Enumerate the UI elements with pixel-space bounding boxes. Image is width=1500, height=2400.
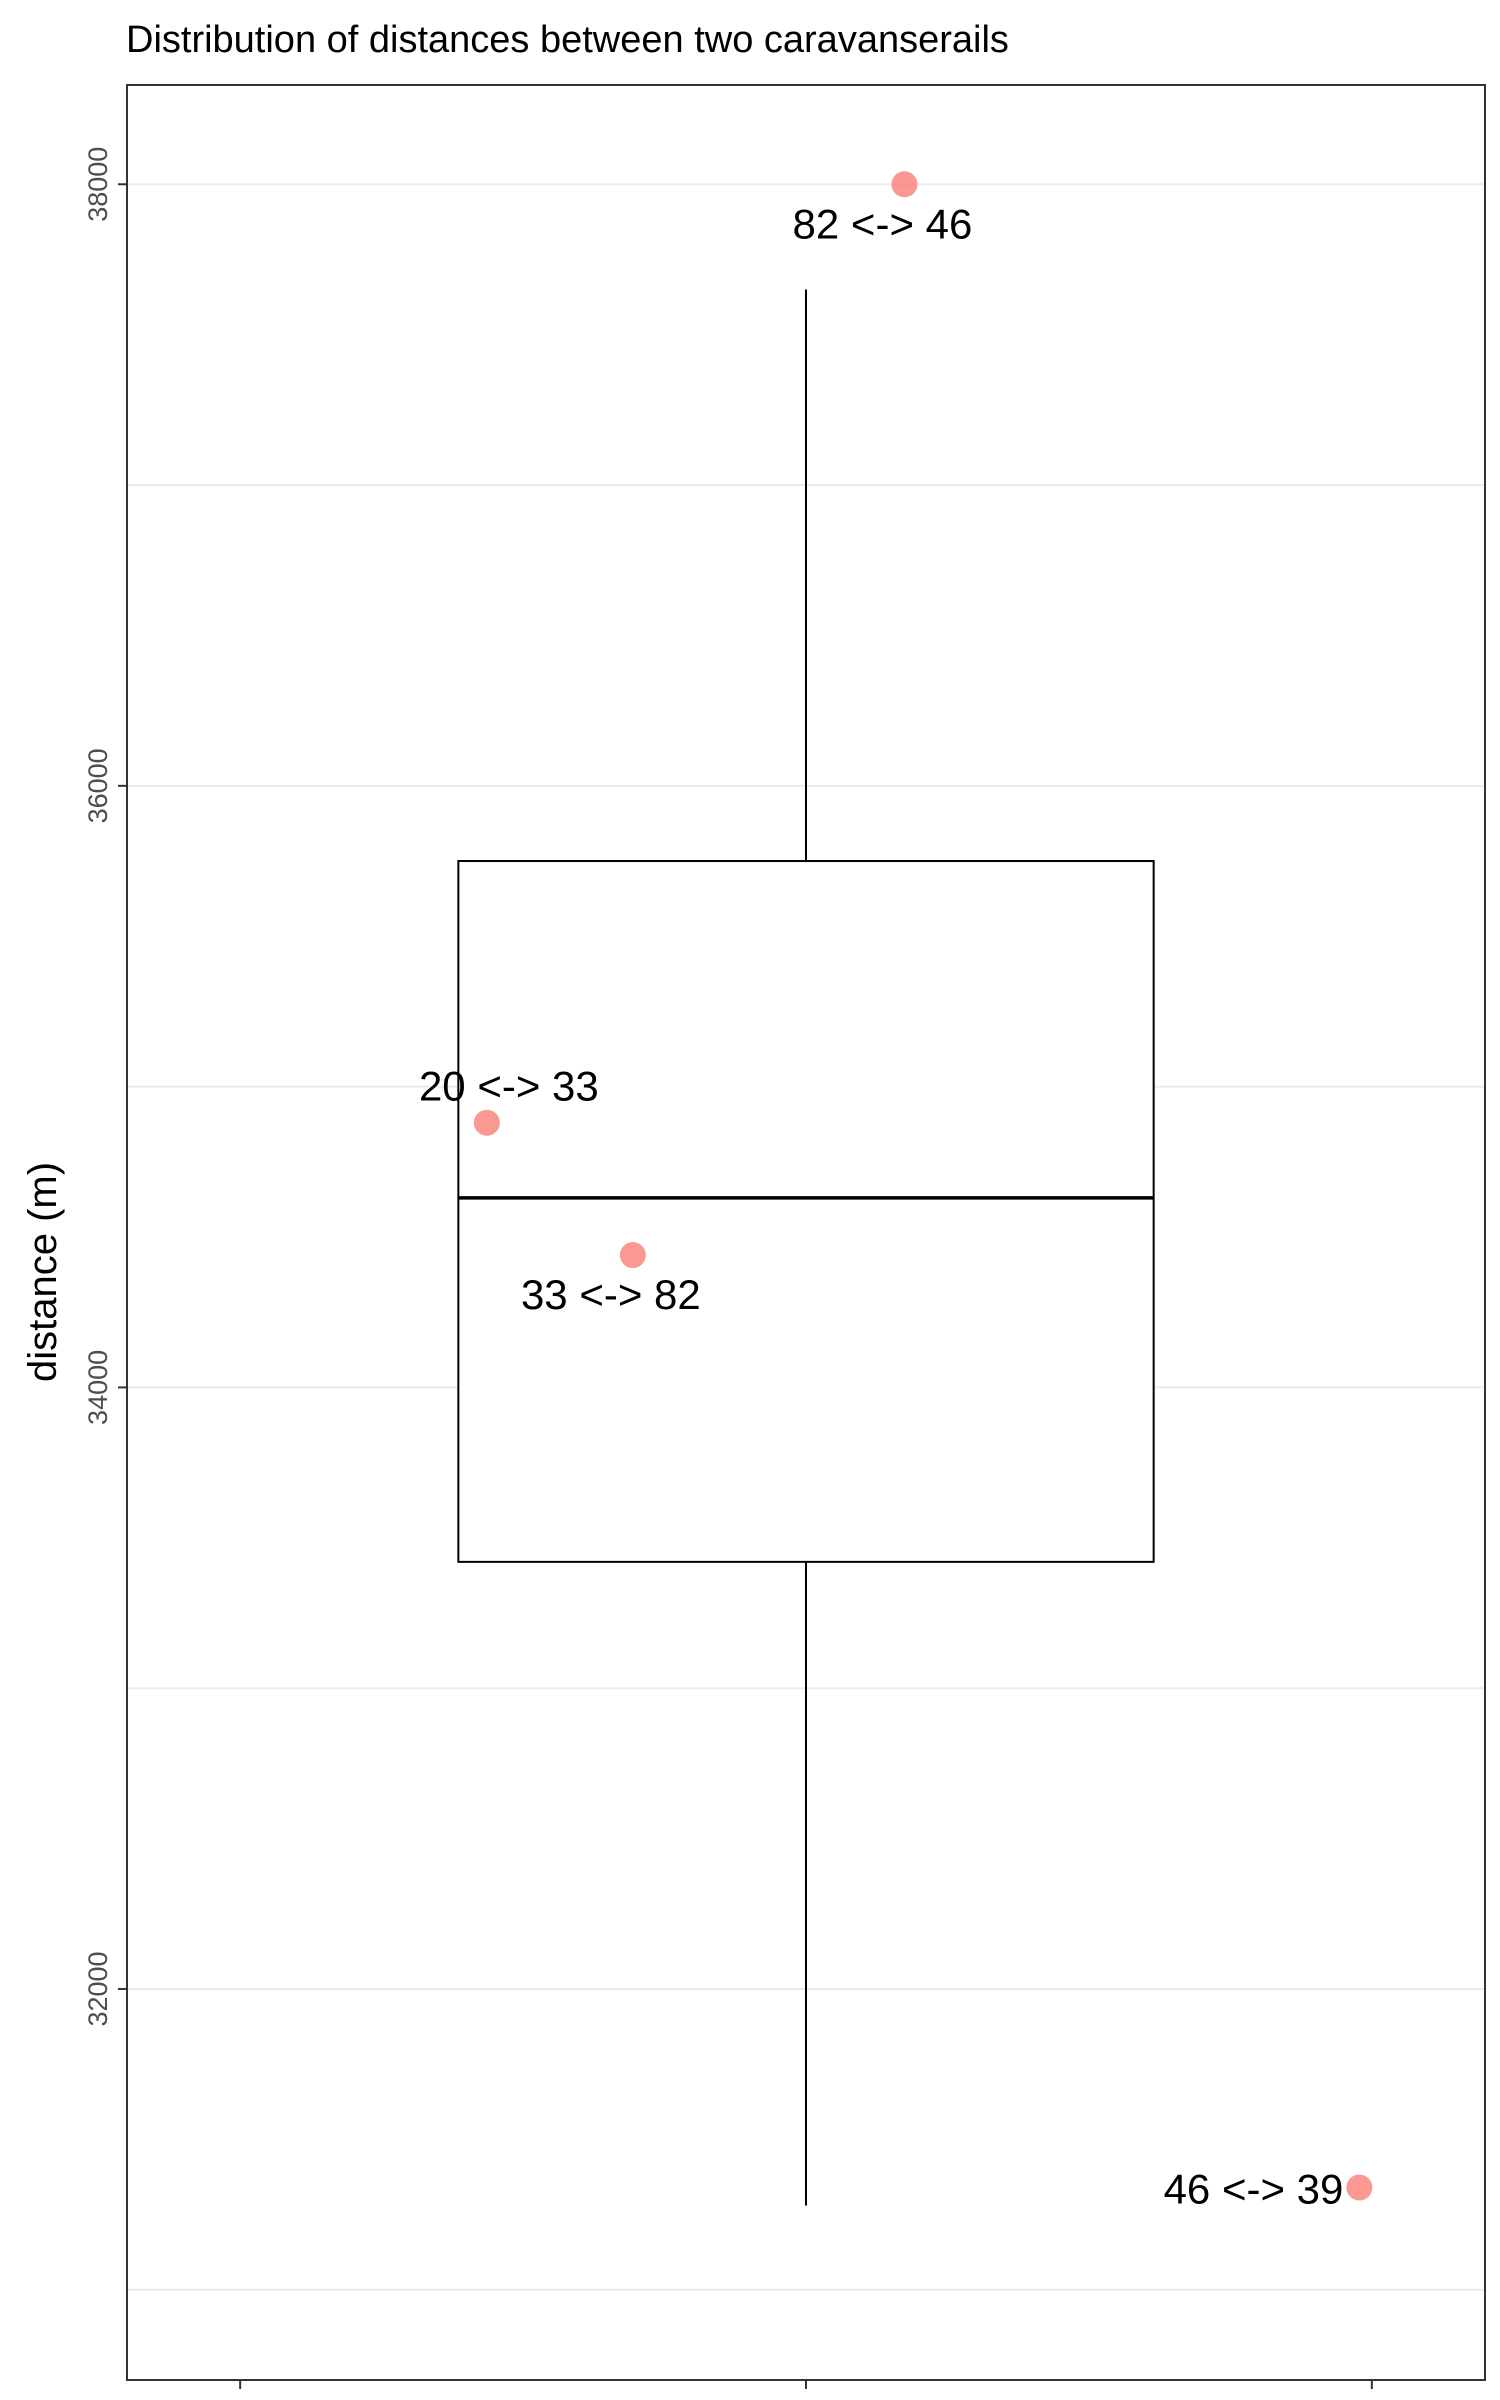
box-layer bbox=[457, 289, 1155, 2206]
point-label: 46 <-> 39 bbox=[1164, 2165, 1344, 2212]
data-point bbox=[619, 1242, 646, 1269]
y-axis-label: distance (m) bbox=[21, 1162, 65, 1382]
point-label: 82 <-> 46 bbox=[793, 200, 973, 247]
data-point bbox=[473, 1109, 500, 1136]
point-label: 20 <-> 33 bbox=[419, 1063, 599, 1110]
axes: 32000 34000 36000 38000 bbox=[83, 84, 1486, 2389]
data-point bbox=[1346, 2174, 1373, 2201]
y-tick-label: 34000 bbox=[83, 1350, 113, 1425]
box-iqr bbox=[457, 860, 1155, 1563]
y-tick-label: 38000 bbox=[83, 147, 113, 222]
data-point bbox=[891, 171, 918, 198]
point-label: 33 <-> 82 bbox=[521, 1271, 701, 1318]
chart-title: Distribution of distances between two ca… bbox=[126, 19, 1009, 61]
y-tick-label: 36000 bbox=[83, 748, 113, 823]
y-tick-label: 32000 bbox=[83, 1951, 113, 2026]
outlier-points: 82 <-> 46 20 <-> 33 33 <-> 82 46 <-> 39 bbox=[419, 171, 1373, 2212]
